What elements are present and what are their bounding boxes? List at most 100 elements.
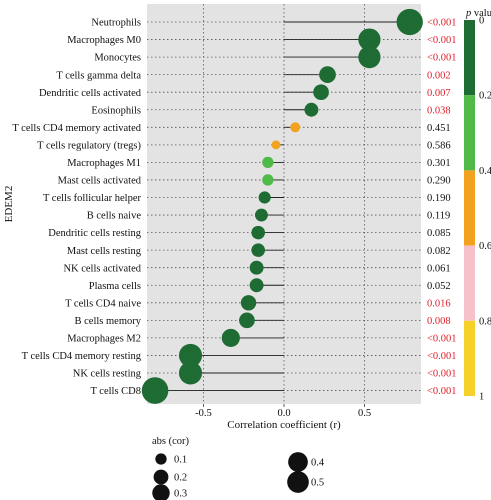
p-value-1: <0.001 [427,35,457,46]
x-axis-ticks: -0.5 0.0 0.5 [195,404,371,419]
colorbar-tick-2: 0.4 [479,166,491,177]
size-legend-dot-3 [288,452,308,472]
category-label-5: Eosinophils [91,105,141,116]
lollipop-points [141,8,423,404]
colorbar-title: p value [465,8,491,19]
point-1 [358,28,381,51]
size-legend-label-4: 0.5 [311,478,324,489]
p-value-14: 0.061 [427,263,451,274]
category-label-9: Mast cells activated [58,176,142,187]
point-9 [262,174,274,186]
category-label-16: T cells CD4 naive [65,298,141,309]
p-value-9: 0.290 [427,176,451,187]
point-2 [358,45,381,69]
colorbar-band-3 [464,245,475,321]
category-label-8: Macrophages M1 [67,158,141,169]
point-5 [304,102,319,117]
size-legend-dot-4 [287,471,309,493]
point-6 [290,122,301,133]
p-value-15: 0.052 [427,281,451,292]
point-0 [396,8,423,36]
colorbar-band-0 [464,20,475,96]
category-label-11: B cells naive [87,211,142,222]
category-label-15: Plasma cells [89,281,141,292]
point-20 [178,361,203,385]
category-label-20: NK cells resting [73,369,142,380]
x-tick-label-0: -0.5 [195,408,212,419]
category-label-3: T cells gamma delta [56,70,141,81]
point-12 [251,225,265,240]
p-value-labels: <0.001 <0.001 <0.001 0.002 0.007 0.038 0.451 0.… [427,18,457,398]
size-legend-dot-0 [155,453,167,465]
category-label-0: Neutrophils [91,18,141,29]
size-legend-dot-2 [152,484,170,500]
p-value-17: 0.008 [427,316,451,327]
category-label-1: Macrophages M0 [67,35,141,46]
colorbar-tick-4: 0.8 [479,316,491,327]
point-14 [249,260,264,275]
point-15 [249,278,264,293]
colorbar-ticks: 0 0.2 0.4 0.6 0.8 1 [479,16,491,403]
category-label-10: T cells follicular helper [43,193,142,204]
point-16 [240,295,257,311]
p-value-18: <0.001 [427,334,457,345]
p-value-20: <0.001 [427,369,457,380]
point-7 [271,140,281,150]
p-value-3: 0.002 [427,70,451,81]
size-legend-title: abs (cor) [152,436,190,447]
point-3 [319,66,336,84]
size-legend-label-2: 0.3 [174,489,187,500]
category-label-7: T cells regulatory (tregs) [37,140,141,151]
y-axis-title: EDEM2 [3,186,15,223]
colorbar-title-p: p [465,8,471,19]
p-value-7: 0.586 [427,140,451,151]
point-11 [254,208,268,222]
size-legend-label-0: 0.1 [174,455,187,466]
colorbar-band-1 [464,95,475,171]
colorbar-title-rest: value [471,8,491,19]
x-axis-title: Correlation coefficient (r) [227,419,341,431]
colorbar-band-2 [464,170,475,246]
category-labels: Neutrophils Macrophages M0 Monocytes T cell… [12,18,141,398]
p-value-0: <0.001 [427,18,457,29]
colorbar-tick-0: 0 [479,16,484,27]
p-value-16: 0.016 [427,298,451,309]
p-value-colorbar [464,20,475,396]
point-10 [258,191,271,204]
colorbar-tick-3: 0.6 [479,241,491,252]
size-legend: abs (cor) 0.1 0.2 0.3 0.4 0.5 [152,436,325,500]
point-21 [141,377,169,404]
p-value-5: 0.038 [427,105,451,116]
category-label-21: T cells CD8 [90,386,141,397]
category-label-12: Dendritic cells resting [48,228,141,239]
p-value-12: 0.085 [427,228,451,239]
p-value-10: 0.190 [427,193,451,204]
colorbar-tick-5: 1 [479,392,484,403]
p-value-6: 0.451 [427,123,451,134]
category-label-19: T cells CD4 memory resting [22,351,142,362]
p-value-21: <0.001 [427,386,457,397]
category-label-6: T cells CD4 memory activated [12,123,141,134]
p-value-11: 0.119 [427,211,450,222]
category-label-17: B cells memory [75,316,142,327]
colorbar-tick-1: 0.2 [479,91,491,102]
x-tick-label-1: 0.0 [277,408,290,419]
size-legend-label-1: 0.2 [174,473,187,484]
category-label-18: Macrophages M2 [67,334,141,345]
category-label-14: NK cells activated [63,263,141,274]
point-8 [262,156,274,169]
point-18 [221,328,240,347]
p-value-2: <0.001 [427,53,457,64]
point-13 [251,243,265,257]
category-label-4: Dendritic cells activated [39,88,142,99]
p-value-19: <0.001 [427,351,457,362]
p-value-13: 0.082 [427,246,451,257]
point-19 [178,343,203,368]
category-label-13: Mast cells resting [67,246,142,257]
x-tick-label-2: 0.5 [358,408,371,419]
size-legend-label-3: 0.4 [311,458,325,469]
point-17 [239,312,255,329]
point-4 [313,84,329,101]
p-value-4: 0.007 [427,88,451,99]
